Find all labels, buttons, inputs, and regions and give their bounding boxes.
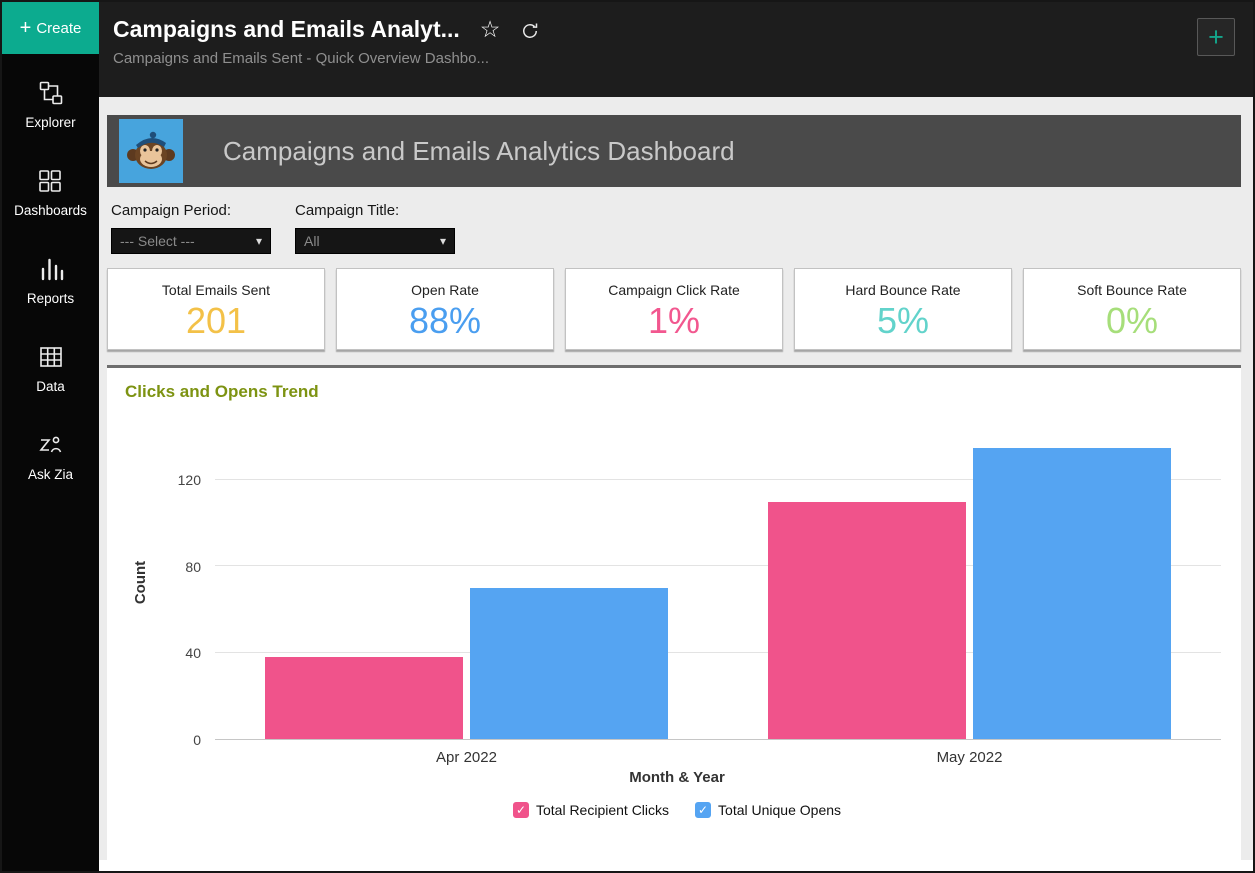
chart-legend: ✓ Total Recipient Clicks ✓ Total Unique Ope…: [125, 802, 1229, 818]
legend-label: Total Recipient Clicks: [535, 802, 670, 818]
sidebar-nav: Explorer Dashboards Reports Data: [2, 54, 99, 482]
campaign-period-filter: Campaign Period: --- Select --- ▾: [111, 202, 271, 254]
kpi-value: 88%: [408, 300, 482, 341]
kpi-value: 1%: [647, 300, 701, 341]
mailchimp-monkey-logo: [119, 119, 183, 183]
sidebar-item-label: Ask Zia: [27, 467, 73, 482]
plus-icon: +: [19, 17, 32, 39]
x-tick-label: Apr 2022: [436, 749, 497, 766]
legend-item-total-unique-opens[interactable]: ✓ Total Unique Opens: [695, 802, 841, 818]
bar-total-unique-opens-may-2022[interactable]: [972, 447, 1172, 739]
sidebar-item-reports[interactable]: Reports: [27, 256, 74, 306]
x-axis-title: Month & Year: [629, 769, 725, 786]
kpi-card-open-rate[interactable]: Open Rate 88%: [336, 268, 554, 350]
sidebar-item-label: Dashboards: [14, 203, 87, 218]
sidebar-item-label: Explorer: [25, 115, 76, 130]
reports-icon: [38, 256, 64, 285]
sidebar: + Create Explorer Dashboards Reports: [2, 2, 99, 871]
campaign-period-value: --- Select ---: [120, 233, 195, 249]
campaign-period-select[interactable]: --- Select --- ▾: [111, 228, 271, 254]
y-tick-label: 120: [177, 472, 201, 489]
bar-total-recipient-clicks-apr-2022[interactable]: [264, 656, 464, 739]
page-title: Campaigns and Emails Analyt...: [113, 16, 460, 42]
favorite-star-icon[interactable]: ☆: [479, 16, 501, 42]
kpi-label: Total Emails Sent: [161, 282, 271, 298]
chevron-down-icon: ▾: [439, 234, 446, 248]
gridline: [215, 478, 1221, 480]
legend-item-total-recipient-clicks[interactable]: ✓ Total Recipient Clicks: [512, 802, 670, 818]
y-axis-title: Count: [132, 560, 150, 605]
create-button[interactable]: + Create: [2, 2, 99, 54]
legend-checkbox[interactable]: ✓: [512, 802, 529, 818]
kpi-label: Soft Bounce Rate: [1077, 282, 1187, 298]
kpi-card-campaign-click-rate[interactable]: Campaign Click Rate 1%: [565, 268, 783, 350]
dashboard-content: Campaigns and Emails Analytics Dashboard…: [99, 97, 1253, 860]
kpi-label: Hard Bounce Rate: [845, 282, 961, 298]
dashboards-icon: [37, 168, 63, 197]
sidebar-item-data[interactable]: Data: [36, 344, 65, 394]
y-tick-label: 0: [193, 732, 201, 748]
campaign-title-filter: Campaign Title: All ▾: [295, 202, 455, 254]
dashboard-title: Campaigns and Emails Analytics Dashboard: [223, 135, 735, 166]
add-button[interactable]: +: [1197, 18, 1235, 56]
chevron-down-icon: ▾: [255, 234, 262, 248]
chart-card: Clicks and Opens Trend Count 0 40 80 120 Ap…: [107, 365, 1241, 860]
gridline: [215, 565, 1221, 567]
kpi-value: 201: [185, 300, 247, 341]
campaign-title-label: Campaign Title:: [295, 202, 400, 219]
kpi-row: Total Emails Sent 201 Open Rate 88% Camp…: [107, 268, 1241, 350]
y-tick-label: 80: [185, 558, 201, 575]
gridline: [215, 651, 1221, 653]
main-column: Campaigns and Emails Analyt... ☆ Campaig…: [99, 2, 1253, 871]
chart-title: Clicks and Opens Trend: [125, 382, 319, 401]
sidebar-item-label: Data: [36, 379, 65, 394]
data-icon: [38, 344, 64, 373]
chart-plot: [215, 426, 1221, 740]
topbar: Campaigns and Emails Analyt... ☆ Campaig…: [99, 2, 1253, 97]
sidebar-item-dashboards[interactable]: Dashboards: [14, 168, 87, 218]
y-tick-label: 40: [185, 645, 201, 662]
campaign-period-label: Campaign Period:: [111, 202, 232, 219]
kpi-value: 5%: [876, 300, 930, 341]
refresh-icon[interactable]: [520, 21, 540, 41]
sidebar-item-label: Reports: [26, 291, 75, 306]
chart-body: Count 0 40 80 120 Apr 2022 May 2022 Month & …: [125, 426, 1229, 818]
kpi-card-soft-bounce-rate[interactable]: Soft Bounce Rate 0%: [1023, 268, 1241, 350]
bottom-strip: [99, 860, 1253, 871]
bar-total-unique-opens-apr-2022[interactable]: [469, 587, 669, 739]
legend-label: Total Unique Opens: [718, 802, 842, 818]
kpi-card-total-emails-sent[interactable]: Total Emails Sent 201: [107, 268, 325, 350]
bar-total-recipient-clicks-may-2022[interactable]: [767, 501, 967, 739]
explorer-icon: [38, 80, 64, 109]
create-button-label: Create: [36, 19, 82, 37]
ask-zia-icon: [37, 432, 63, 461]
kpi-label: Open Rate: [411, 282, 479, 298]
kpi-card-hard-bounce-rate[interactable]: Hard Bounce Rate 5%: [794, 268, 1012, 350]
x-tick-label: May 2022: [936, 749, 1003, 766]
campaign-title-select[interactable]: All ▾: [295, 228, 455, 254]
sidebar-item-ask-zia[interactable]: Ask Zia: [28, 432, 73, 482]
legend-checkbox[interactable]: ✓: [695, 802, 712, 818]
dashboard-banner: Campaigns and Emails Analytics Dashboard: [107, 115, 1241, 187]
chart-area: 0 40 80 120: [178, 426, 1221, 748]
kpi-label: Campaign Click Rate: [608, 282, 740, 298]
kpi-value: 0%: [1105, 300, 1159, 341]
page-subtitle: Campaigns and Emails Sent - Quick Overvi…: [113, 50, 489, 67]
filters-row: Campaign Period: --- Select --- ▾ Campai…: [107, 187, 1241, 268]
sidebar-item-explorer[interactable]: Explorer: [25, 80, 76, 130]
y-axis-ticks: 0 40 80 120: [155, 426, 215, 748]
x-axis-labels: Apr 2022 May 2022: [215, 740, 1221, 768]
campaign-title-value: All: [304, 233, 320, 249]
